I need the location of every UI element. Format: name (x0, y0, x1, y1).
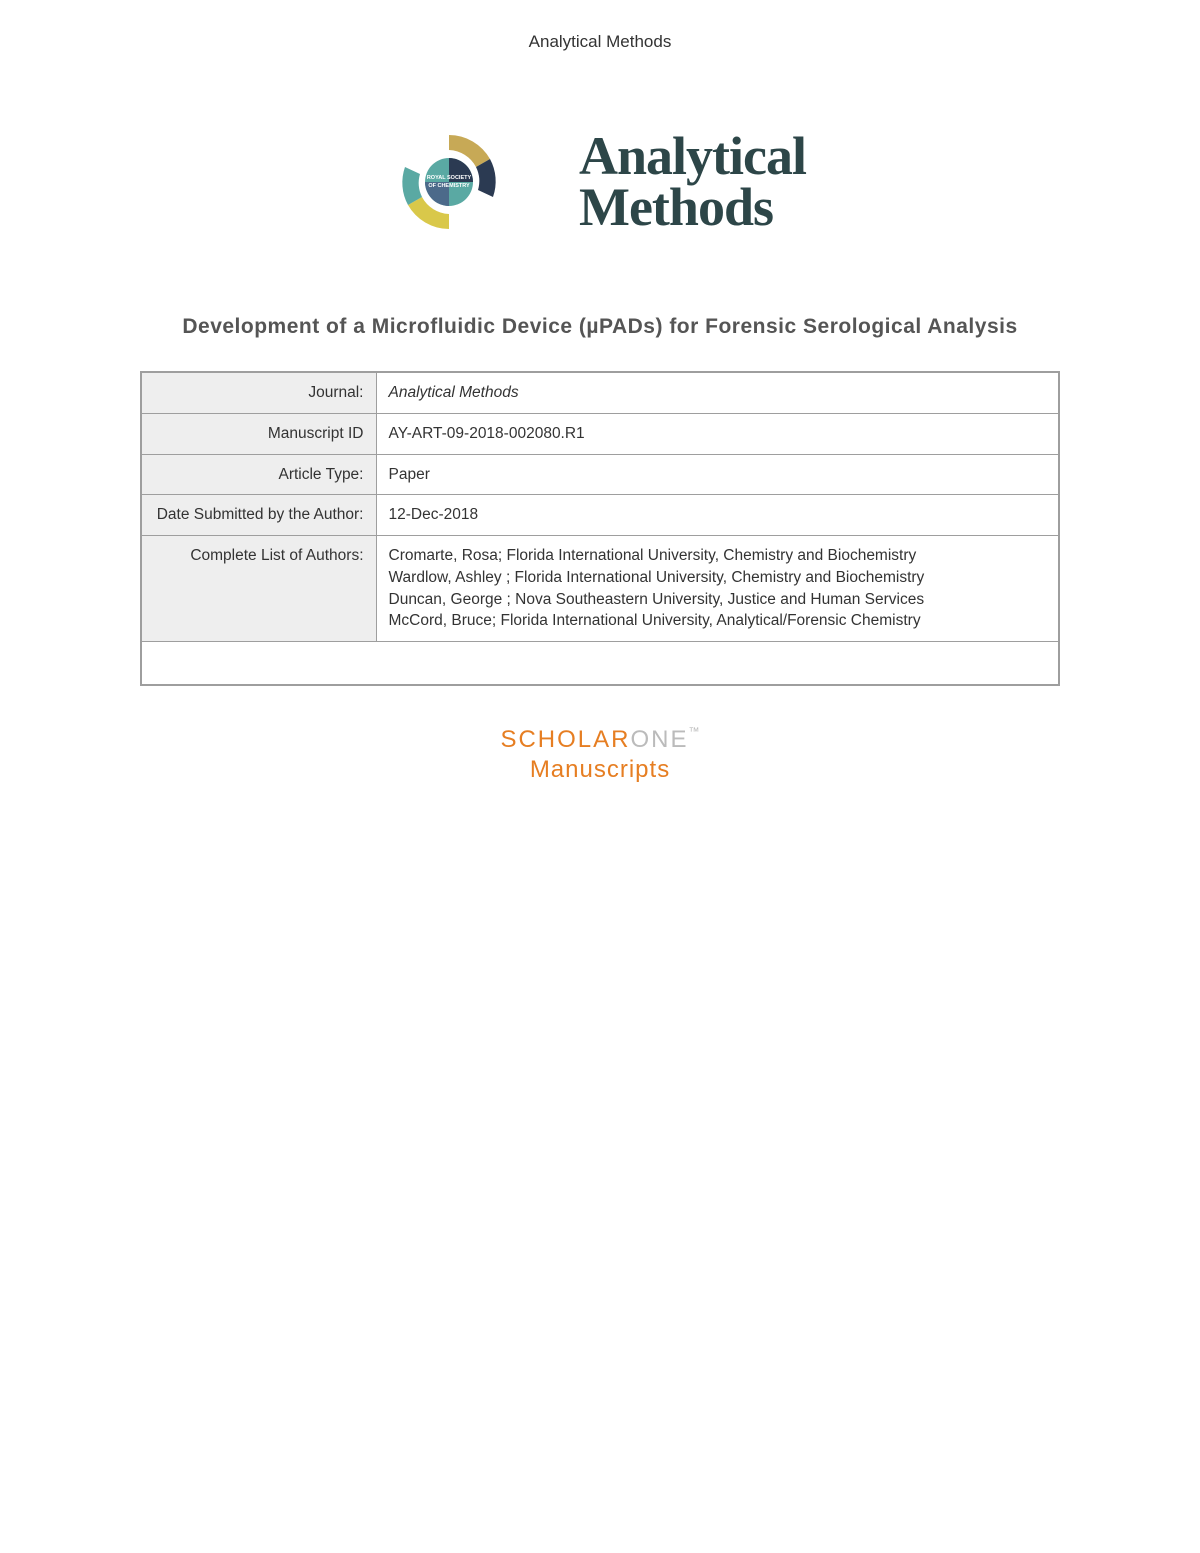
scholarone-scholar: SCHOLAR (500, 726, 630, 753)
value-authors: Cromarte, Rosa; Florida International Un… (376, 536, 1059, 642)
metadata-table: Journal: Analytical Methods Manuscript I… (140, 371, 1060, 686)
journal-logo-line1: Analytical (579, 131, 806, 182)
svg-text:OF CHEMISTRY: OF CHEMISTRY (428, 183, 470, 189)
value-journal: Analytical Methods (376, 372, 1059, 413)
table-blank-row (141, 641, 1059, 685)
author-line: Wardlow, Ashley ; Florida International … (389, 567, 1047, 589)
journal-logo: Analytical Methods (579, 131, 806, 234)
svg-text:ROYAL SOCIETY: ROYAL SOCIETY (427, 175, 472, 181)
label-journal: Journal: (141, 372, 376, 413)
table-row: Article Type: Paper (141, 454, 1059, 495)
label-article-type: Article Type: (141, 454, 376, 495)
scholarone-logo: SCHOLARONE™ Manuscripts (0, 726, 1200, 784)
author-line: McCord, Bruce; Florida International Uni… (389, 610, 1047, 632)
value-date-submitted: 12-Dec-2018 (376, 495, 1059, 536)
author-line: Cromarte, Rosa; Florida International Un… (389, 545, 1047, 567)
rsc-logo: ROYAL SOCIETY OF CHEMISTRY (394, 127, 504, 237)
value-manuscript-id: AY-ART-09-2018-002080.R1 (376, 414, 1059, 455)
scholarone-tm: ™ (689, 726, 700, 738)
running-head: Analytical Methods (0, 0, 1200, 52)
logos-row: ROYAL SOCIETY OF CHEMISTRY Analytical Me… (0, 127, 1200, 237)
value-article-type: Paper (376, 454, 1059, 495)
scholarone-one: ONE (631, 726, 689, 753)
scholarone-top: SCHOLARONE™ (0, 726, 1200, 754)
table-row: Complete List of Authors: Cromarte, Rosa… (141, 536, 1059, 642)
label-authors: Complete List of Authors: (141, 536, 376, 642)
label-manuscript-id: Manuscript ID (141, 414, 376, 455)
blank-cell (141, 641, 1059, 685)
author-line: Duncan, George ; Nova Southeastern Unive… (389, 589, 1047, 611)
article-title: Development of a Microfluidic Device (µP… (140, 312, 1060, 341)
table-row: Date Submitted by the Author: 12-Dec-201… (141, 495, 1059, 536)
scholarone-manuscripts: Manuscripts (0, 756, 1200, 784)
table-row: Manuscript ID AY-ART-09-2018-002080.R1 (141, 414, 1059, 455)
label-date-submitted: Date Submitted by the Author: (141, 495, 376, 536)
journal-logo-line2: Methods (579, 182, 806, 233)
table-row: Journal: Analytical Methods (141, 372, 1059, 413)
